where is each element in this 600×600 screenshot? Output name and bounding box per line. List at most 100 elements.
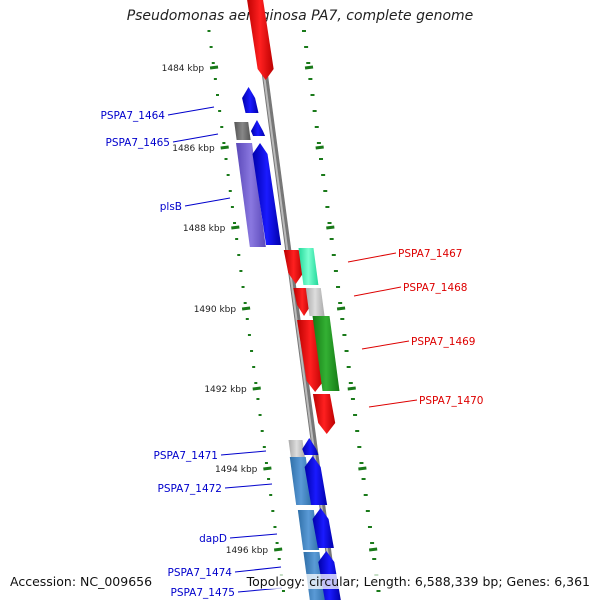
- gene-label[interactable]: PSPA7_1464: [101, 110, 166, 122]
- gene-feature[interactable]: [302, 438, 319, 455]
- gene-feature[interactable]: [236, 143, 266, 247]
- tick-mark: [315, 145, 324, 150]
- guide-dot: [269, 494, 273, 496]
- guide-dot: [264, 462, 268, 464]
- guide-dot: [245, 318, 249, 320]
- guide-dot: [239, 270, 243, 272]
- guide-dot: [224, 158, 228, 160]
- guide-dot: [304, 46, 309, 48]
- guide-dot: [333, 270, 338, 272]
- gene-label[interactable]: PSPA7_1475: [171, 587, 236, 599]
- guide-dot: [323, 190, 328, 192]
- guide-dot: [353, 414, 358, 416]
- guide-dot: [226, 174, 230, 176]
- gene-label[interactable]: PSPA7_1474: [168, 567, 233, 579]
- guide-dot: [256, 398, 260, 400]
- label-leaders: PSPA7_1464 PSPA7_1465 plsB PSPA7_1471 PSPA7_…: [101, 106, 484, 599]
- tick-mark: [220, 145, 229, 150]
- gene-feature[interactable]: [250, 120, 266, 136]
- tick-label: 1484 kbp: [162, 64, 205, 74]
- guide-dot: [213, 78, 217, 80]
- gene-label[interactable]: PSPA7_1472: [158, 483, 223, 495]
- guide-dot: [220, 126, 224, 128]
- guide-dot: [365, 510, 370, 512]
- gene-label[interactable]: plsB: [160, 201, 182, 213]
- label-leader: [353, 286, 402, 297]
- guide-dot: [281, 590, 285, 592]
- guide-dot: [310, 94, 315, 96]
- guide-dot: [306, 62, 311, 64]
- genome-summary: Topology: circular; Length: 6,588,339 bp…: [244, 574, 592, 589]
- guide-dot: [308, 78, 313, 80]
- guide-dot: [209, 46, 213, 48]
- guide-dot: [316, 142, 321, 144]
- gene-feature[interactable]: [312, 394, 336, 434]
- gene-feature[interactable]: [305, 288, 325, 316]
- tick-mark: [326, 225, 335, 230]
- tick-mark: [241, 306, 251, 311]
- guide-dot: [207, 30, 211, 32]
- gene-label[interactable]: PSPA7_1471: [154, 450, 219, 462]
- label-leader: [184, 197, 231, 207]
- gene-feature[interactable]: [293, 288, 312, 316]
- guide-dot: [338, 302, 343, 304]
- gene-feature[interactable]: [234, 122, 251, 140]
- gene-feature[interactable]: [283, 250, 304, 284]
- guide-dot: [243, 302, 247, 304]
- gene-feature[interactable]: [246, 0, 274, 80]
- guide-dot: [327, 222, 332, 224]
- tick-label: 1492 kbp: [204, 385, 247, 395]
- guide-dot: [344, 350, 349, 352]
- gene-feature[interactable]: [288, 440, 305, 457]
- guide-dot: [336, 286, 341, 288]
- gene-feature[interactable]: [304, 456, 328, 505]
- tick-label: 1490 kbp: [194, 305, 237, 315]
- gene-label[interactable]: PSPA7_1467: [398, 248, 463, 260]
- guide-dot: [218, 110, 222, 112]
- gene-feature[interactable]: [298, 248, 319, 285]
- guide-dot: [319, 158, 324, 160]
- gene-label[interactable]: PSPA7_1468: [403, 282, 468, 294]
- guide-dot: [230, 206, 234, 208]
- gene-feature[interactable]: [312, 316, 340, 391]
- guide-dot: [250, 350, 254, 352]
- guide-dot: [350, 398, 355, 400]
- guide-dot: [237, 254, 241, 256]
- guide-dot: [372, 558, 377, 560]
- gene-label[interactable]: dapD: [199, 533, 227, 545]
- guide-dot: [235, 238, 239, 240]
- tick-mark: [358, 466, 367, 471]
- guide-dot: [273, 526, 277, 528]
- guide-dot: [321, 174, 326, 176]
- gene-feature[interactable]: [252, 143, 282, 245]
- tick-mark: [273, 547, 283, 552]
- guide-dot: [275, 542, 279, 544]
- gene-label[interactable]: PSPA7_1465: [106, 137, 171, 149]
- tick-mark: [304, 65, 314, 70]
- label-leader: [229, 533, 278, 539]
- gene-label[interactable]: PSPA7_1469: [411, 336, 476, 348]
- guide-dot: [241, 286, 245, 288]
- guide-dot: [258, 414, 262, 416]
- gene-feature[interactable]: [242, 87, 259, 113]
- gene-feature[interactable]: [297, 320, 324, 392]
- gene-feature[interactable]: [312, 508, 334, 548]
- guide-dot: [363, 494, 368, 496]
- guide-dot: [222, 142, 226, 144]
- dotted-guides: [207, 30, 381, 592]
- guide-dot: [262, 446, 266, 448]
- guide-dot: [312, 110, 317, 112]
- guide-dot: [211, 62, 215, 64]
- tick-mark: [231, 225, 240, 230]
- guide-dot: [254, 382, 258, 384]
- tick-mark: [209, 65, 219, 70]
- map-title: Pseudomonas aeruginosa PA7, complete gen…: [126, 8, 474, 24]
- tick-mark: [336, 306, 346, 311]
- label-leader: [234, 566, 282, 573]
- label-leader: [172, 133, 219, 143]
- guide-dot: [247, 334, 251, 336]
- guide-dot: [342, 334, 347, 336]
- gene-label[interactable]: PSPA7_1470: [419, 395, 484, 407]
- guide-dot: [271, 510, 275, 512]
